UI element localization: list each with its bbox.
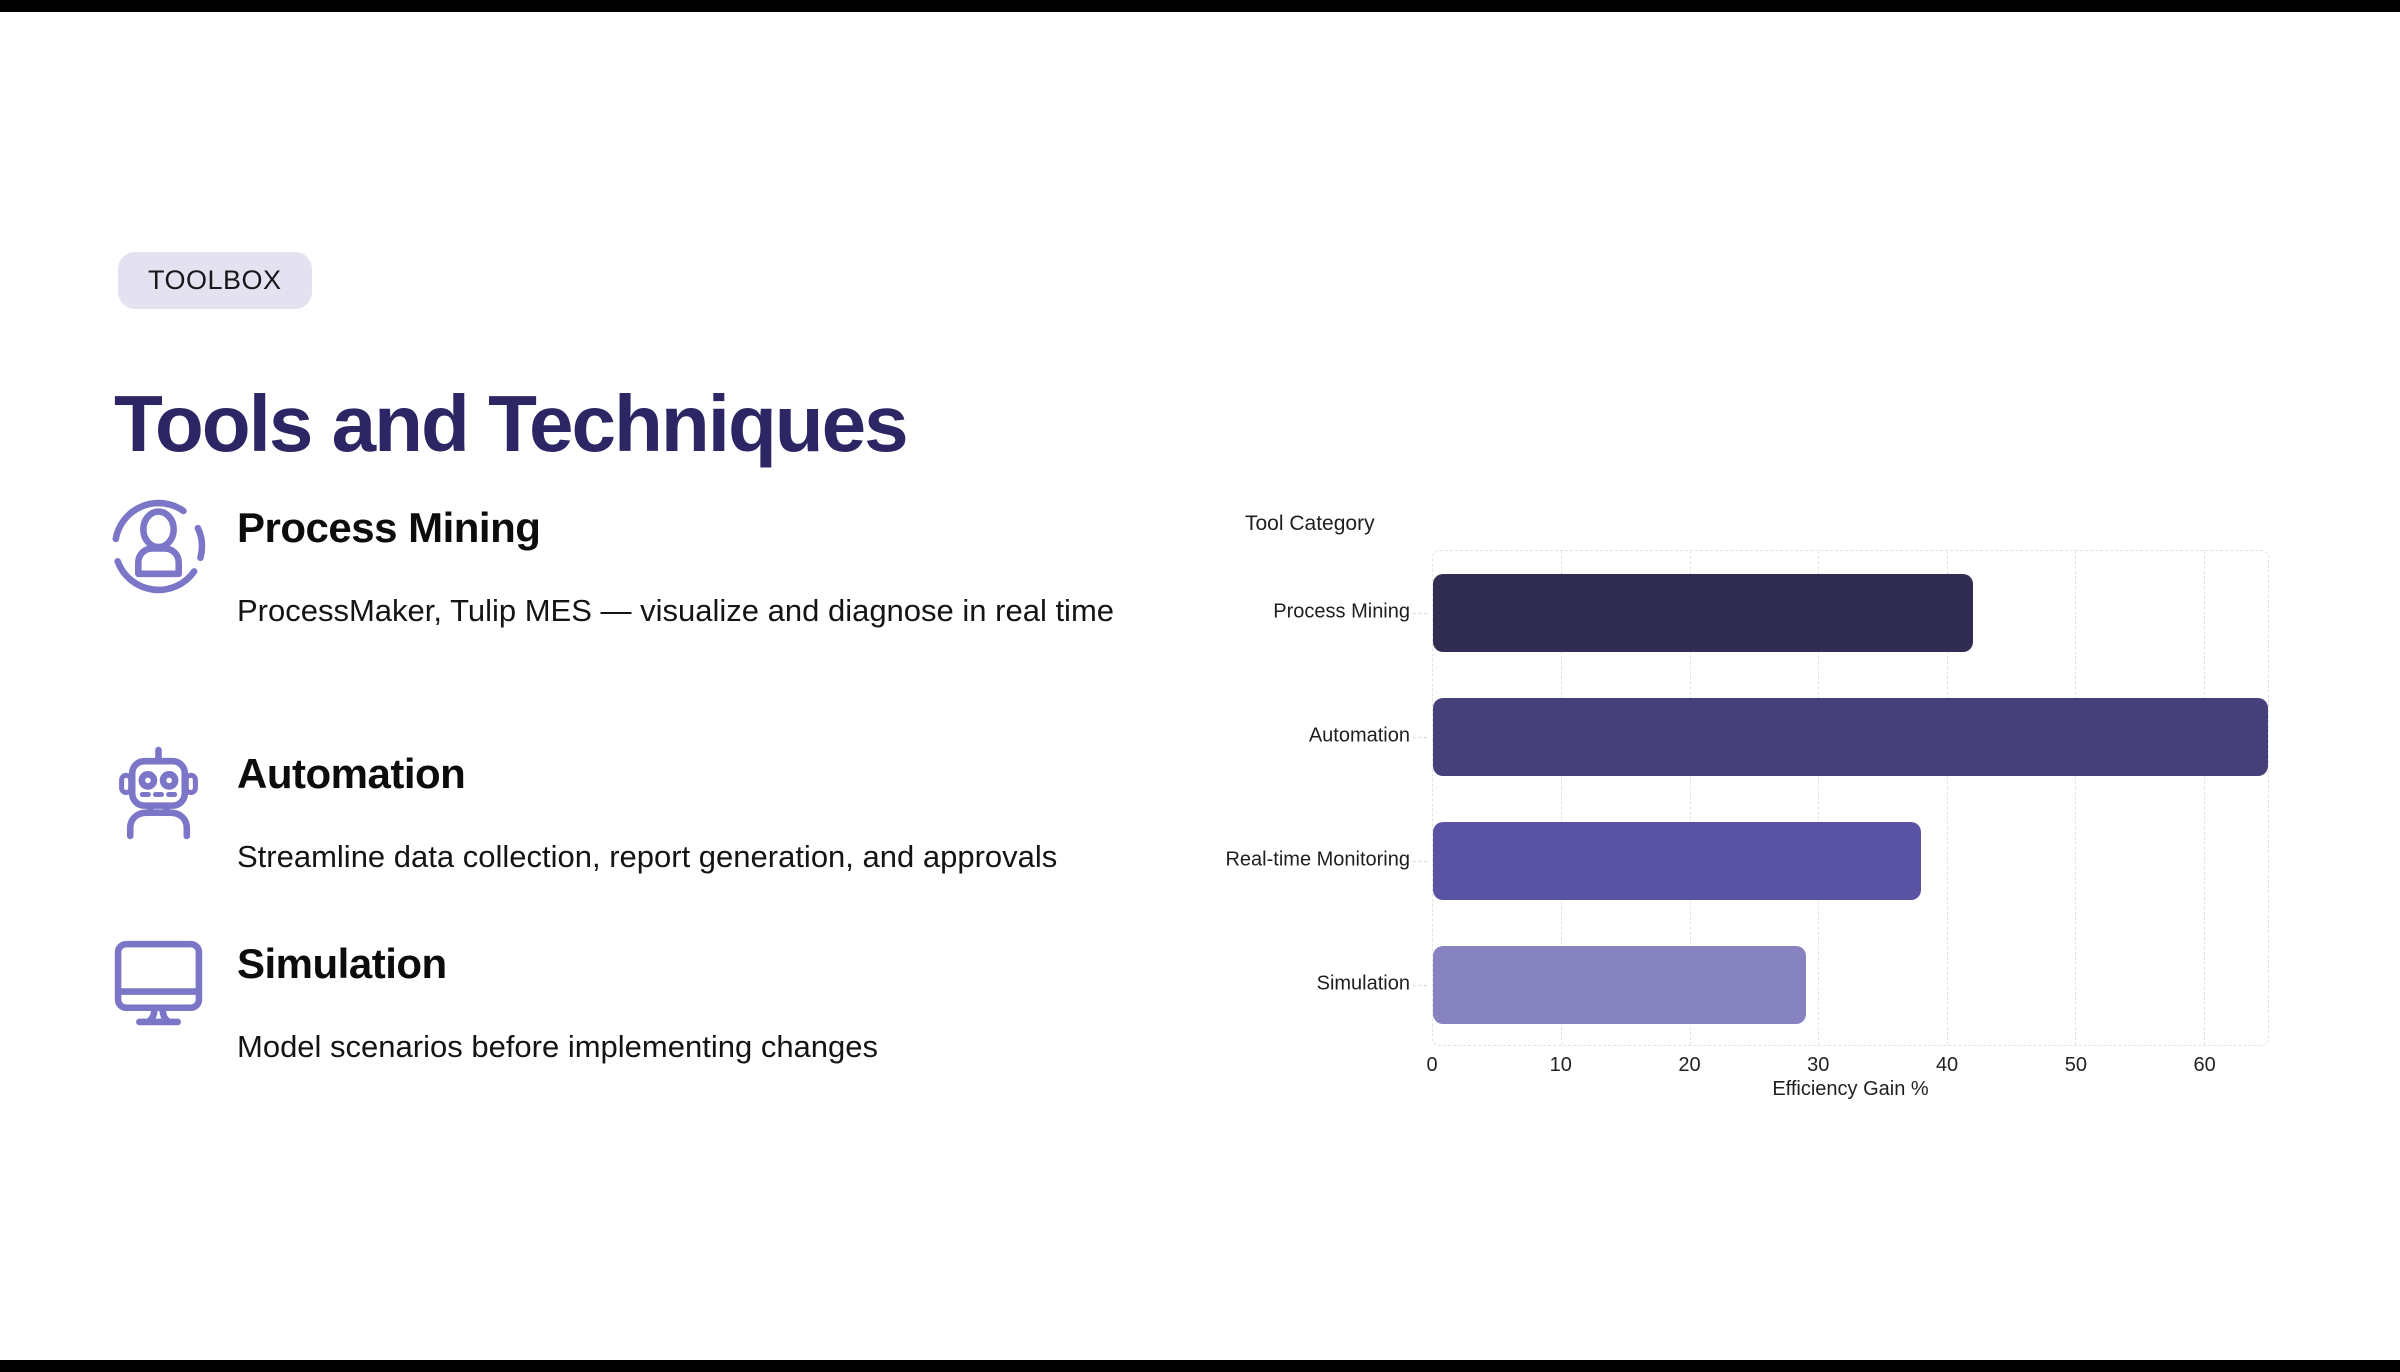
- chart-row-tick-mark: [1413, 985, 1427, 986]
- chart-bar: [1433, 946, 1806, 1024]
- chart-category-labels: Process Mining Automation Real-time Monito…: [1160, 550, 1410, 1046]
- feature-description: ProcessMaker, Tulip MES — visualize and …: [237, 593, 1115, 628]
- chart-category-label: Simulation: [1316, 972, 1410, 995]
- chart-tick-label: 60: [2193, 1054, 2216, 1076]
- chart-row-tick-mark: [1413, 737, 1427, 738]
- chart-row-tick-mark: [1413, 613, 1427, 614]
- feature-description: Streamline data collection, report gener…: [237, 839, 1058, 874]
- chart-gridline: [1689, 551, 1691, 1045]
- chart-x-axis-label: Efficiency Gain %: [1772, 1078, 1929, 1100]
- chart-category-label: Automation: [1308, 724, 1410, 747]
- chart-gridline: [1946, 551, 1948, 1045]
- chart-row: [1433, 923, 2268, 1047]
- chart-bar: [1433, 698, 2268, 776]
- chart-tick-label: 30: [1807, 1054, 1830, 1076]
- chart-bar: [1433, 574, 1973, 652]
- chart-row: [1433, 675, 2268, 799]
- letterbox-top: [0, 0, 2400, 12]
- letterbox-bottom: [0, 1360, 2400, 1372]
- monitor-icon: [110, 934, 207, 1031]
- chart-row: [1433, 799, 2268, 923]
- chart-tick-label: 40: [1935, 1054, 1959, 1076]
- chart-y-axis-title: Tool Category: [1245, 512, 1375, 535]
- chart-category-label: Process Mining: [1273, 600, 1410, 623]
- chart-row-tick-mark: [1413, 861, 1427, 862]
- robot-icon: [110, 744, 207, 841]
- chart-axis-ticks: 0 10 20 30 40 50 60: [1426, 1054, 2269, 1080]
- chart-gridline: [1818, 551, 1820, 1045]
- feature-heading: Process Mining: [237, 504, 541, 551]
- chart-gridline: [2203, 551, 2205, 1045]
- chart-bar: [1433, 822, 1922, 900]
- chart-gridline: [2075, 551, 2077, 1045]
- chart-plot: [1413, 550, 2269, 1047]
- feature-heading: Automation: [237, 750, 466, 797]
- toolbox-badge: TOOLBOX: [118, 252, 312, 309]
- chart-tick-label: 50: [2064, 1054, 2087, 1076]
- chart-tick-label: 20: [1678, 1054, 1701, 1076]
- chart-category-label: Real-time Monitoring: [1225, 848, 1410, 871]
- user-circle-icon: [110, 498, 207, 595]
- page-title: Tools and Techniques: [114, 378, 909, 468]
- chart-row: [1433, 551, 2268, 675]
- chart-tick-label: 0: [1426, 1054, 1438, 1076]
- chart-tick-label: 10: [1549, 1054, 1572, 1076]
- chart-gridline: [1561, 551, 1563, 1045]
- feature-description: Model scenarios before implementing chan…: [237, 1029, 879, 1064]
- feature-heading: Simulation: [237, 940, 447, 987]
